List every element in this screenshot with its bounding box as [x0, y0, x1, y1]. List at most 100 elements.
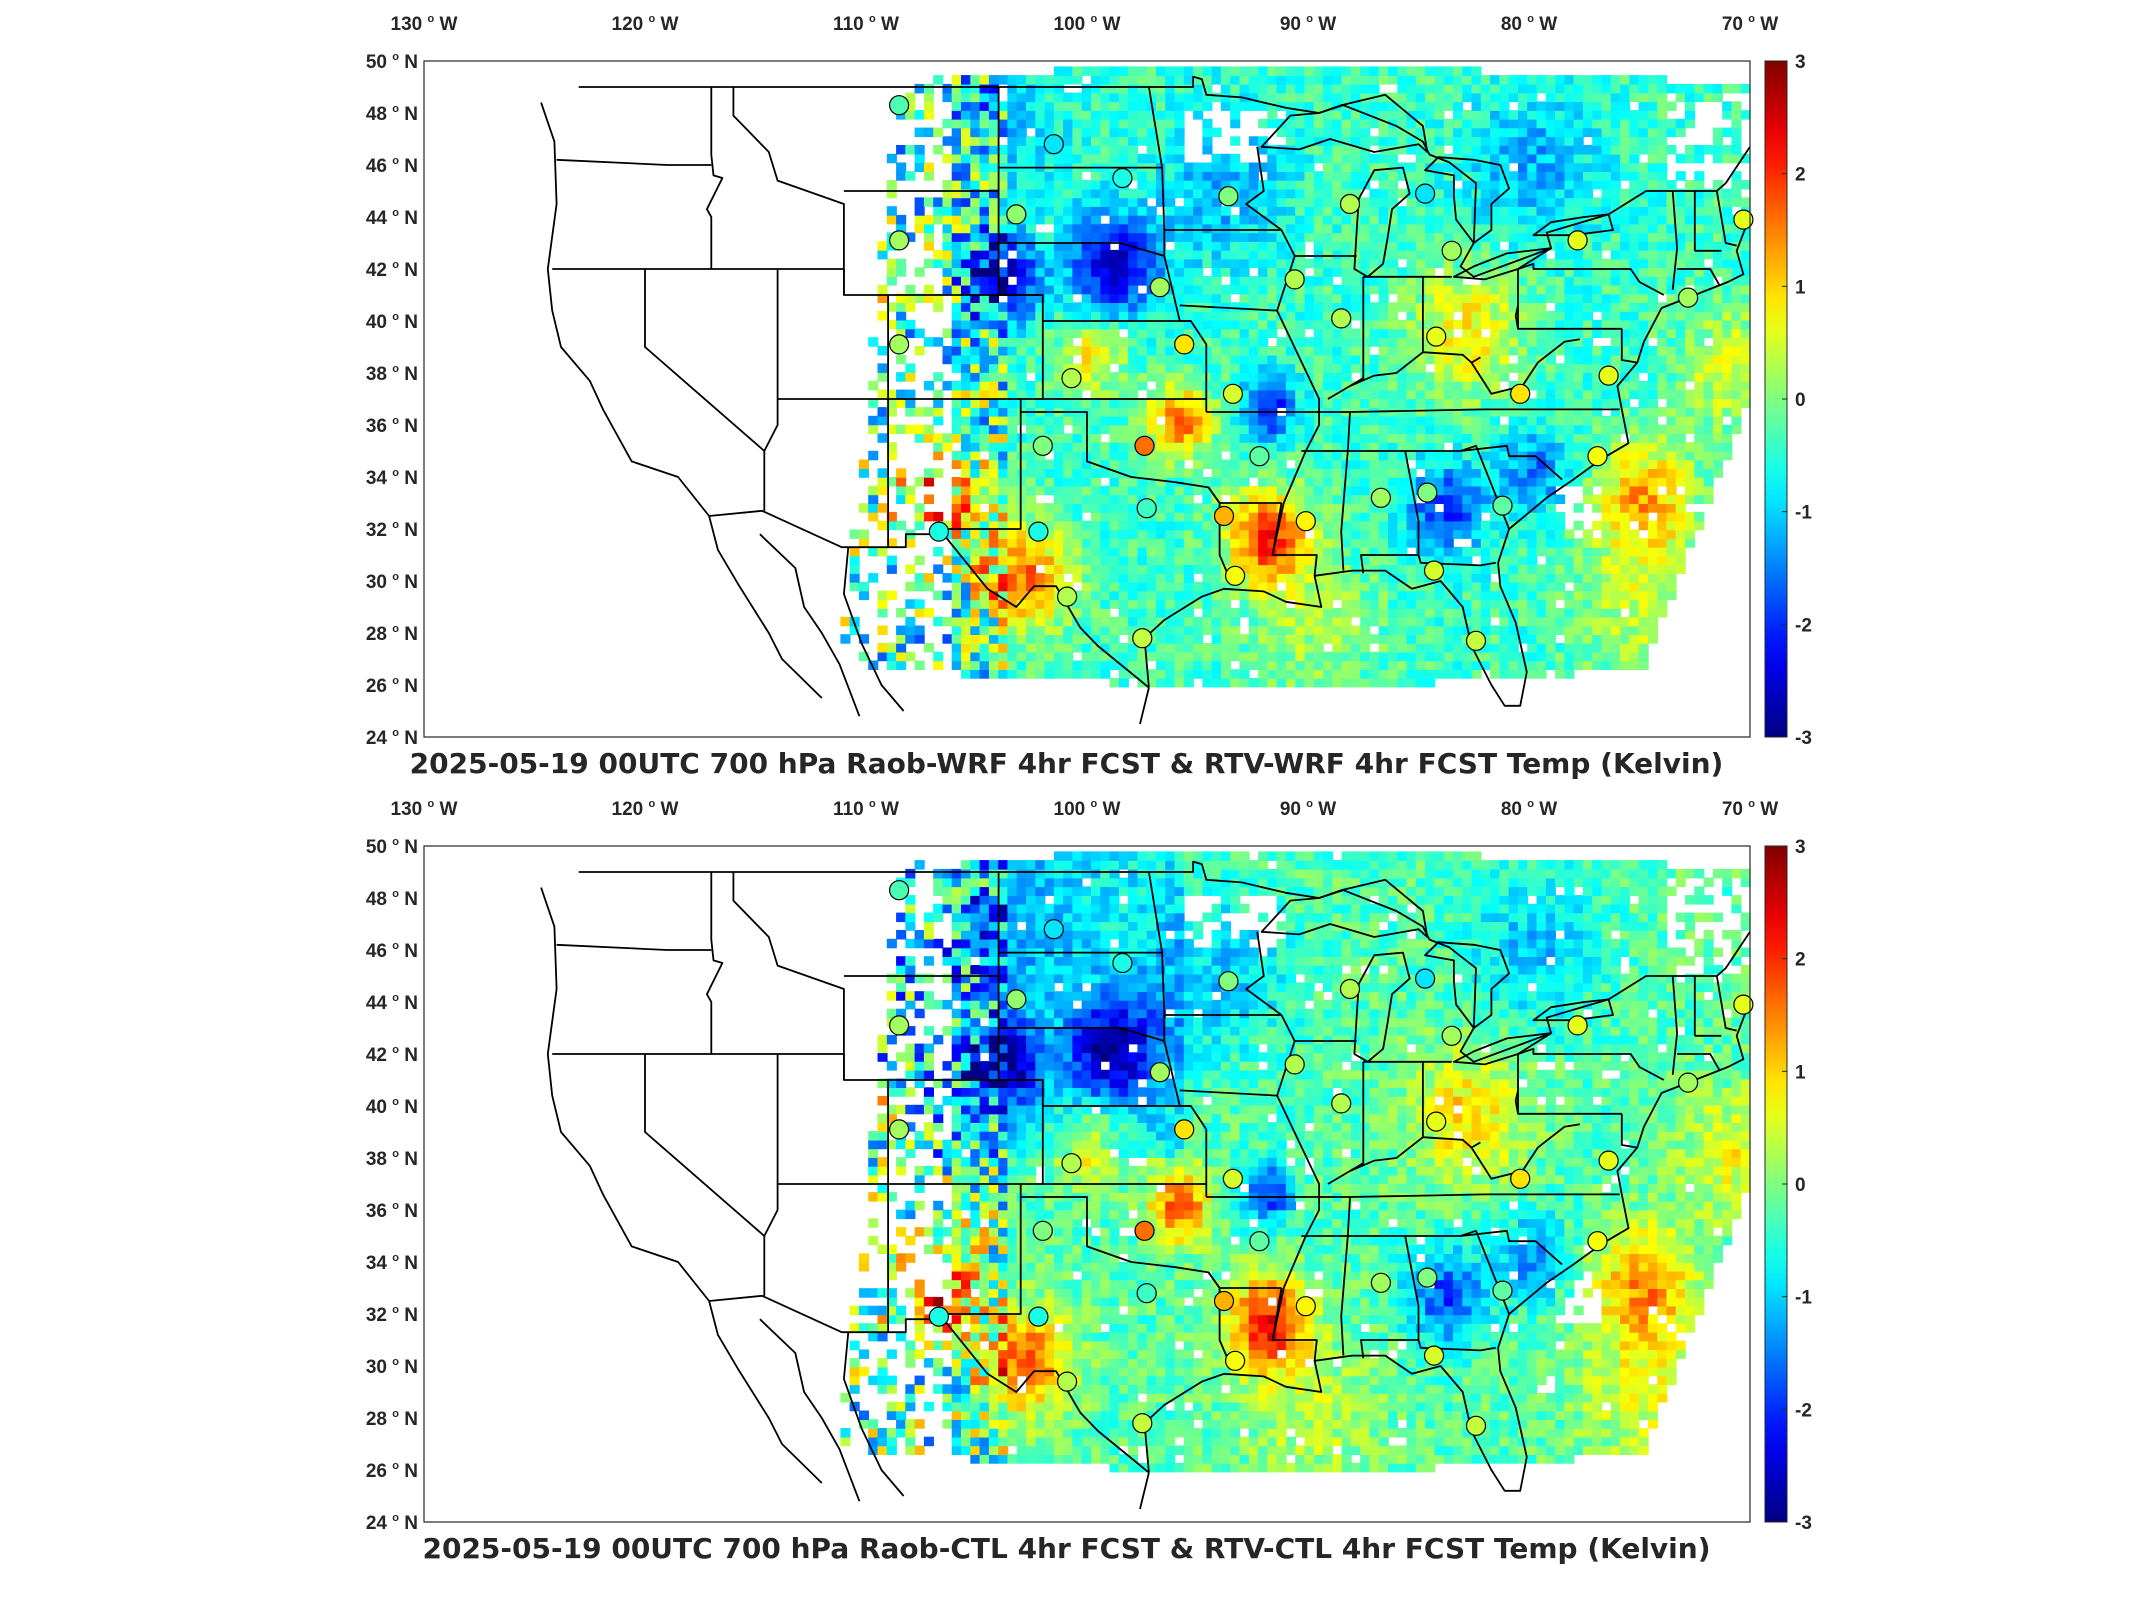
colorbar-tick-label: -3	[1795, 728, 1812, 749]
state-border	[706, 872, 724, 1054]
lon-tick-label: 120 o W	[612, 798, 679, 820]
raob-station-marker	[1423, 560, 1445, 581]
state-border	[709, 1294, 1150, 1474]
state-border	[763, 269, 779, 452]
state-border	[706, 87, 724, 269]
coastline	[1816, 157, 1876, 191]
coastline	[843, 547, 905, 712]
lon-tick-label: 130 o W	[391, 13, 458, 35]
state-border	[709, 509, 1150, 689]
raob-station-marker	[1587, 1231, 1608, 1252]
raob-station-marker	[1677, 287, 1699, 308]
lat-tick-label: 24 o N	[366, 1512, 418, 1534]
raob-station-marker	[1249, 446, 1270, 467]
coastline	[759, 533, 861, 717]
raob-station-marker	[1417, 482, 1438, 503]
raob-station-marker	[1417, 1267, 1438, 1288]
lat-tick-label: 42 o N	[366, 1044, 418, 1066]
raob-station-marker	[1370, 487, 1392, 508]
raob-station-marker	[888, 1015, 910, 1036]
raob-station-marker	[1510, 1168, 1531, 1189]
colorbar-tick-label: 3	[1795, 837, 1806, 858]
state-border	[941, 399, 1022, 530]
raob-station-marker	[1132, 1413, 1153, 1434]
raob-station-marker	[1331, 308, 1352, 329]
raob-station-marker	[1733, 994, 1754, 1015]
state-border	[1327, 1136, 1481, 1185]
lake-outline	[1424, 941, 1510, 1029]
coastline	[1143, 1009, 1750, 1492]
lon-tick-label: 110 o W	[833, 13, 899, 35]
lat-tick-label: 32 o N	[366, 519, 418, 541]
colorbar-tick-label: -2	[1795, 615, 1812, 636]
state-border	[1671, 190, 1678, 290]
raob-station-marker	[1056, 586, 1078, 607]
state-border	[1327, 351, 1481, 400]
raob-station-marker	[1441, 240, 1462, 261]
colorbar-tick-label: -2	[1795, 1400, 1812, 1421]
lon-tick-label: 120 o W	[612, 13, 679, 35]
lat-tick-label: 28 o N	[366, 623, 418, 645]
lon-tick-label: 100 o W	[1054, 13, 1121, 35]
raob-station-marker	[1136, 1283, 1157, 1304]
lake-outline	[1453, 1032, 1552, 1066]
coastline	[708, 515, 823, 699]
raob-station-marker	[888, 230, 910, 251]
coastline	[1805, 869, 1860, 879]
top-panel: 130 o W 120 o W 110 o W 100 o W 90 o W 80 o W…	[366, 13, 1876, 780]
raob-station-marker	[1492, 1280, 1513, 1301]
raob-station-marker	[1426, 1111, 1447, 1132]
state-border	[1179, 1089, 1278, 1097]
colorbar-tick-label: 1	[1795, 1062, 1806, 1083]
lat-tick-label: 40 o N	[366, 311, 418, 333]
bottom-panel: 130 o W 120 o W 110 o W 100 o W 90 o W 80 o W…	[0, 785, 2133, 1585]
lat-tick-label: 42 o N	[366, 259, 418, 281]
state-border	[556, 943, 712, 951]
raob-station-marker	[1006, 204, 1027, 225]
raob-station-marker	[1295, 1296, 1316, 1317]
lon-tick-label: 130 o W	[391, 798, 458, 820]
state-border	[998, 1027, 1165, 1042]
state-border	[1514, 305, 1519, 329]
raob-station-marker	[1284, 269, 1305, 290]
coastline	[1139, 687, 1150, 725]
raob-station-marker	[1339, 978, 1361, 1000]
lat-tick-label: 46 o N	[366, 155, 418, 177]
map-outlines	[540, 75, 1876, 725]
raob-station-marker	[1134, 1220, 1155, 1241]
state-border	[1417, 1339, 1496, 1352]
state-border	[1271, 502, 1318, 576]
raob-station-marker	[888, 334, 910, 355]
raob-stations	[888, 880, 1754, 1436]
state-border	[644, 269, 765, 452]
temperature-field	[840, 66, 1750, 688]
raob-station-marker	[1061, 1153, 1082, 1174]
raob-station-marker	[1224, 1350, 1246, 1371]
lat-tick-label: 26 o N	[366, 1460, 418, 1482]
colorbar-tick-label: 3	[1795, 52, 1806, 73]
state-border	[1245, 146, 1283, 231]
raob-station-marker	[1465, 630, 1487, 651]
state-border	[1677, 268, 1720, 286]
raob-station-marker	[1567, 1015, 1588, 1036]
state-border	[1340, 411, 1351, 571]
lat-tick-label: 44 o N	[366, 992, 418, 1014]
lon-tick-label: 110 o W	[833, 798, 899, 820]
state-border	[1245, 931, 1283, 1016]
state-border	[1314, 408, 1620, 413]
state-border	[1517, 1054, 1622, 1115]
lat-tick-label: 38 o N	[366, 1148, 418, 1170]
map-top: 130 o W 120 o W 110 o W 100 o W 90 o W 80 o W…	[366, 13, 1876, 749]
colorbar-tick-label: 0	[1795, 1175, 1806, 1196]
raob-station-marker	[1284, 1054, 1305, 1075]
state-border	[1271, 1287, 1318, 1361]
map-frame	[423, 60, 1751, 738]
colorbar-tick-label: -1	[1795, 1288, 1812, 1309]
raob-station-marker	[1061, 368, 1082, 389]
lat-tick-label: 36 o N	[366, 1200, 418, 1222]
state-border	[1517, 1047, 1665, 1081]
raob-station-marker	[1222, 1168, 1244, 1189]
state-border	[732, 87, 845, 295]
lat-tick-label: 38 o N	[366, 363, 418, 385]
raob-station-marker	[888, 95, 910, 116]
